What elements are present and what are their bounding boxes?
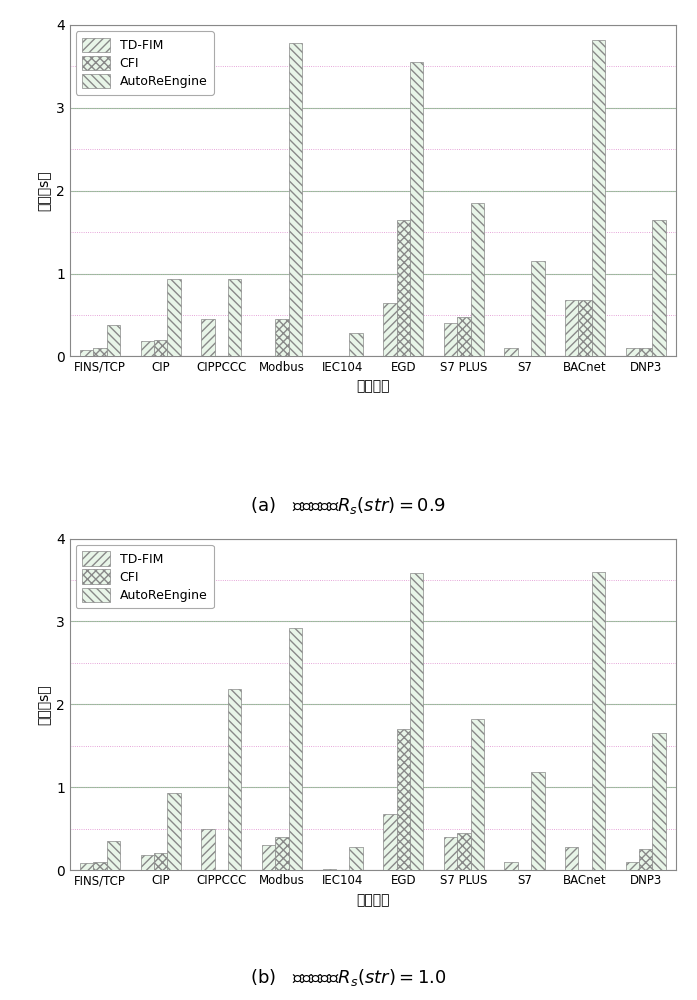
- Bar: [410, 62, 423, 356]
- Bar: [275, 837, 289, 870]
- Bar: [592, 572, 605, 870]
- Bar: [167, 793, 181, 870]
- Bar: [457, 833, 470, 870]
- Legend: TD-FIM, CFI, AutoReEngine: TD-FIM, CFI, AutoReEngine: [76, 545, 214, 608]
- Bar: [262, 845, 275, 870]
- Bar: [410, 573, 423, 870]
- Bar: [154, 340, 167, 356]
- X-axis label: 工业协议: 工业协议: [356, 379, 390, 393]
- Bar: [349, 847, 362, 870]
- Bar: [141, 855, 154, 870]
- Bar: [349, 333, 362, 356]
- Bar: [639, 849, 652, 870]
- Bar: [275, 319, 289, 356]
- Bar: [397, 220, 410, 356]
- Bar: [107, 841, 120, 870]
- Bar: [531, 261, 544, 356]
- Bar: [80, 863, 93, 870]
- Bar: [167, 279, 181, 356]
- Bar: [228, 689, 241, 870]
- Bar: [289, 628, 302, 870]
- Bar: [141, 341, 154, 356]
- Bar: [93, 862, 107, 870]
- Bar: [107, 325, 120, 356]
- Bar: [652, 733, 666, 870]
- Bar: [626, 862, 639, 870]
- Bar: [228, 279, 241, 356]
- Bar: [579, 300, 592, 356]
- Bar: [626, 348, 639, 356]
- Bar: [289, 43, 302, 356]
- Bar: [505, 862, 518, 870]
- Bar: [397, 729, 410, 870]
- Bar: [639, 348, 652, 356]
- Bar: [154, 853, 167, 870]
- Bar: [652, 220, 666, 356]
- Y-axis label: 时间（s）: 时间（s）: [38, 170, 52, 211]
- Bar: [80, 350, 93, 356]
- Bar: [444, 323, 457, 356]
- Text: (b)   最小支持度$R_s(str) = 1.0$: (b) 最小支持度$R_s(str) = 1.0$: [250, 968, 447, 988]
- Bar: [383, 303, 397, 356]
- Bar: [565, 300, 579, 356]
- Text: (a)   最小支持度$R_s(str) = 0.9$: (a) 最小支持度$R_s(str) = 0.9$: [250, 494, 447, 516]
- Legend: TD-FIM, CFI, AutoReEngine: TD-FIM, CFI, AutoReEngine: [76, 31, 214, 95]
- Bar: [201, 829, 215, 870]
- Bar: [505, 348, 518, 356]
- Bar: [93, 348, 107, 356]
- Bar: [383, 814, 397, 870]
- Bar: [592, 40, 605, 356]
- Bar: [470, 203, 484, 356]
- Bar: [457, 317, 470, 356]
- Bar: [201, 319, 215, 356]
- Bar: [444, 837, 457, 870]
- Bar: [565, 847, 579, 870]
- Y-axis label: 时间（s）: 时间（s）: [38, 684, 52, 725]
- Bar: [531, 772, 544, 870]
- Bar: [470, 719, 484, 870]
- X-axis label: 工业协议: 工业协议: [356, 893, 390, 907]
